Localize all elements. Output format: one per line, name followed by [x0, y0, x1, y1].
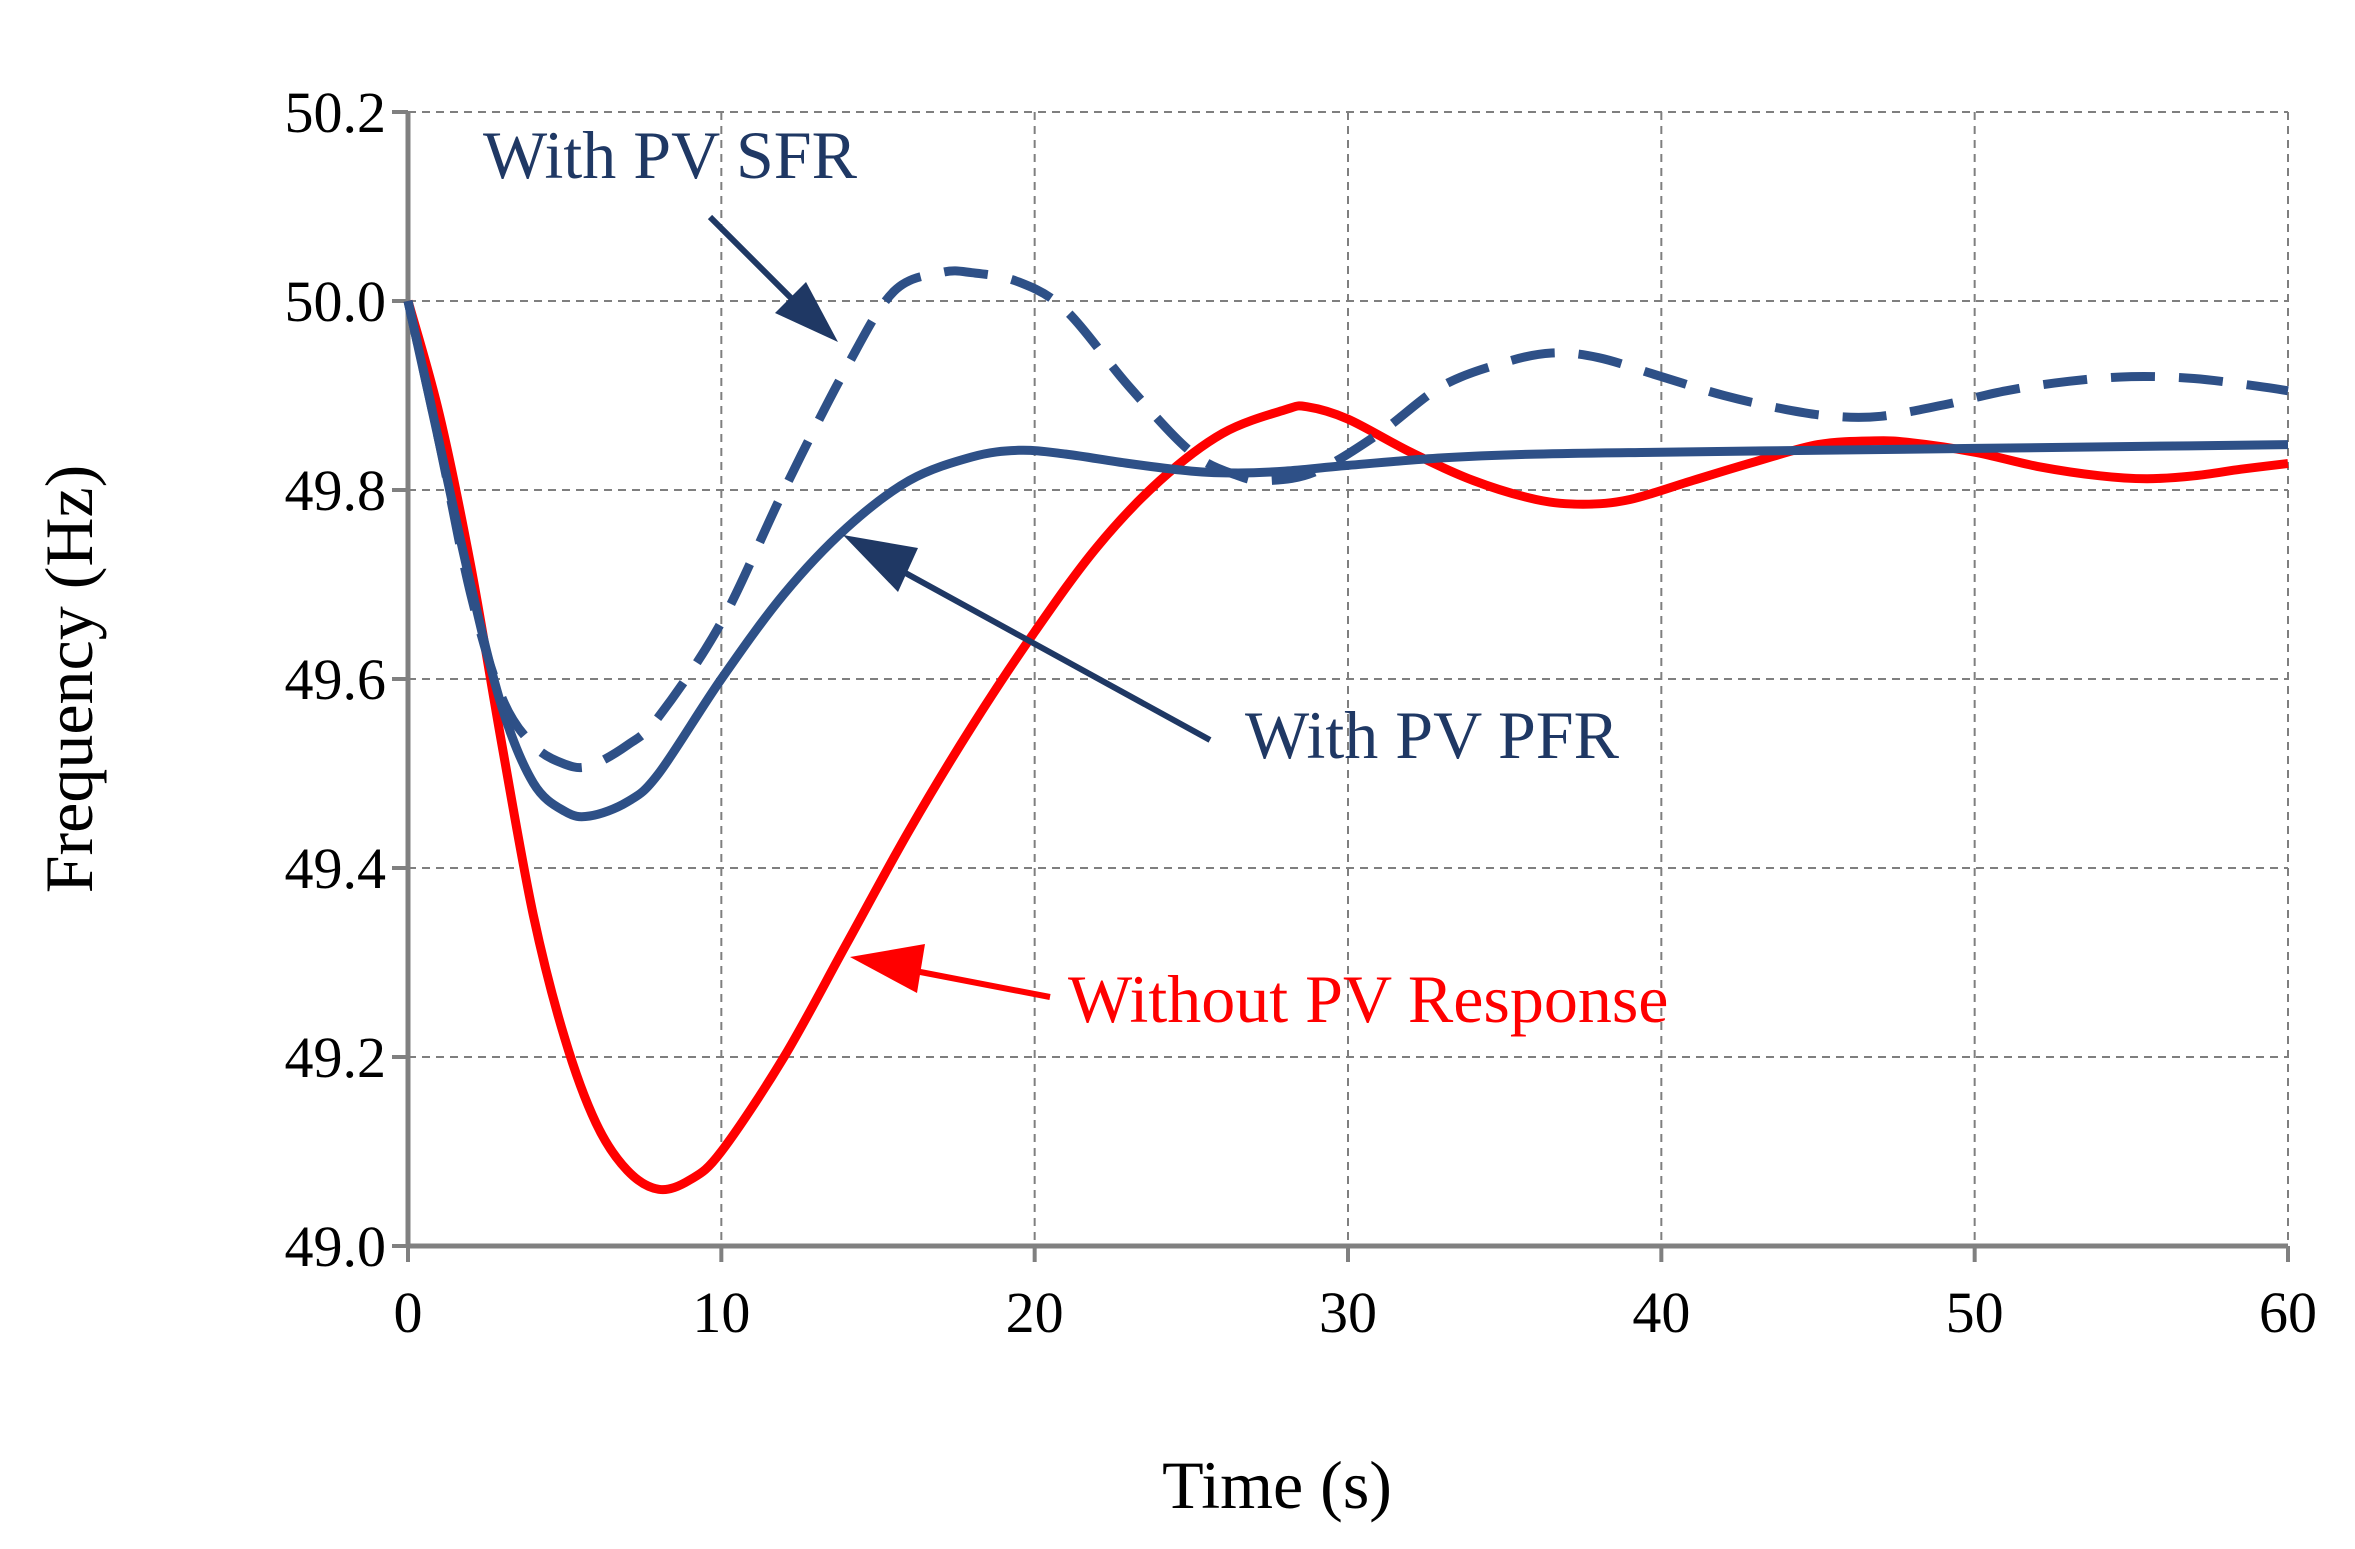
- x-axis-title: Time (s): [1162, 1447, 1392, 1523]
- y-axis-title: Frequency (Hz): [31, 465, 107, 894]
- y-tick-label: 50.2: [285, 80, 387, 145]
- series-without-pv-response: [403, 299, 2289, 1195]
- tick-marks: [392, 110, 2290, 1262]
- series-lines: [403, 266, 2289, 1195]
- grid-lines: [408, 111, 2289, 1246]
- arrow-without: [850, 944, 1051, 1000]
- x-tick-label: 20: [1006, 1280, 1064, 1345]
- annotations: With PV SFR With PV PFR Without PV Respo…: [483, 117, 1668, 1037]
- series-with-pv-sfr: [403, 266, 2289, 773]
- series-with-pv-pfr: [403, 300, 2289, 822]
- y-tick-label: 49.0: [285, 1214, 387, 1279]
- x-tick-label: 10: [692, 1280, 750, 1345]
- y-tick-label: 49.4: [285, 836, 387, 901]
- y-tick-label: 49.2: [285, 1025, 387, 1090]
- annotation-with-pv-pfr: With PV PFR: [1245, 697, 1620, 773]
- x-tick-label: 0: [394, 1280, 423, 1345]
- tick-labels: 49.0 49.2 49.4 49.6 49.8 50.0 50.2 0 10 20 30 40 50 6…: [285, 80, 2318, 1345]
- x-tick-label: 40: [1632, 1280, 1690, 1345]
- y-tick-label: 49.6: [285, 647, 387, 712]
- y-tick-label: 49.8: [285, 458, 387, 523]
- annotation-without-pv-response: Without PV Response: [1068, 961, 1668, 1037]
- arrow-pfr: [843, 535, 1212, 743]
- arrow-sfr: [707, 214, 838, 342]
- x-tick-label: 50: [1946, 1280, 2004, 1345]
- x-tick-label: 60: [2259, 1280, 2317, 1345]
- y-tick-label: 50.0: [285, 269, 387, 334]
- annotation-with-pv-sfr: With PV SFR: [483, 117, 858, 193]
- x-tick-label: 30: [1319, 1280, 1377, 1345]
